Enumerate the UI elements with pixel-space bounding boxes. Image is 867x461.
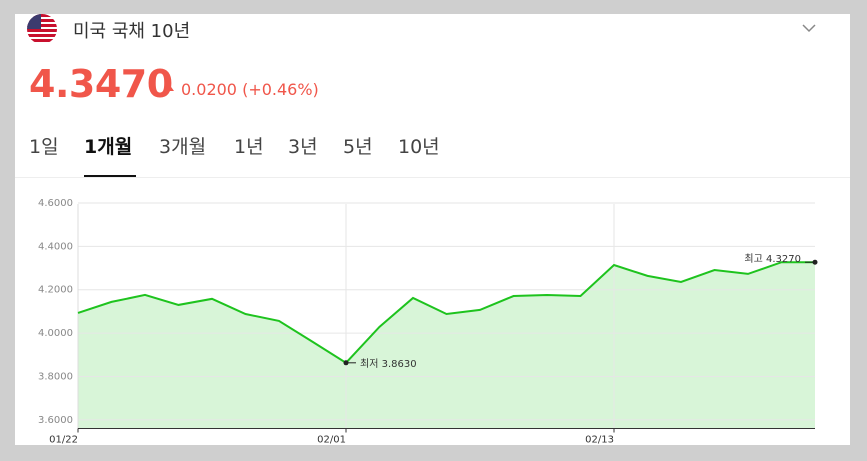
- y-tick-label: 4.2000: [38, 285, 73, 296]
- y-tick-label: 4.6000: [38, 198, 73, 209]
- flag-icon: [27, 14, 57, 44]
- period-tab[interactable]: 1개월: [84, 136, 133, 158]
- y-tick-label: 3.8000: [38, 371, 73, 382]
- period-tab[interactable]: 1일: [29, 136, 59, 158]
- quote-card: 미국 국채 10년 4.3470 0.0200 (+0.46%) 1일 1개월 3개…: [15, 14, 850, 445]
- y-tick-label: 4.4000: [38, 241, 73, 252]
- y-tick-label: 3.6000: [38, 415, 73, 426]
- up-arrow: [164, 84, 174, 91]
- us-flag: [27, 14, 57, 44]
- period-tab[interactable]: 3년: [288, 136, 318, 158]
- area-fill: [78, 262, 815, 429]
- x-tick-label: 02/01: [317, 435, 346, 446]
- expand-chevron[interactable]: [801, 20, 817, 36]
- period-tab[interactable]: 1년: [234, 136, 264, 158]
- change: 0.0200 (+0.46%): [181, 80, 319, 99]
- active-underline: [84, 175, 136, 177]
- x-tick-label: 01/22: [49, 435, 78, 446]
- period-tab[interactable]: 3개월: [159, 136, 207, 158]
- period-tabs: 1일 1개월 3개월 1년 3년 5년 10년: [15, 132, 850, 178]
- period-tab[interactable]: 10년: [398, 136, 440, 158]
- annotation: 최고 4.3270: [744, 253, 801, 265]
- chart: 3.6000 3.8000 4.0000 4.2000 4.4000 4.6000 01/2…: [38, 198, 818, 446]
- change-value: 0.0200: [181, 80, 237, 99]
- period-tab[interactable]: 5년: [343, 136, 373, 158]
- price: 4.3470: [29, 62, 173, 106]
- x-tick-label: 02/13: [585, 435, 614, 446]
- price-line: [77, 261, 815, 365]
- change-percent: (+0.46%): [242, 80, 319, 99]
- y-tick-label: 4.0000: [38, 328, 73, 339]
- instrument-title: 미국 국채 10년: [73, 21, 191, 42]
- annotation: 최저 3.8630: [360, 358, 417, 370]
